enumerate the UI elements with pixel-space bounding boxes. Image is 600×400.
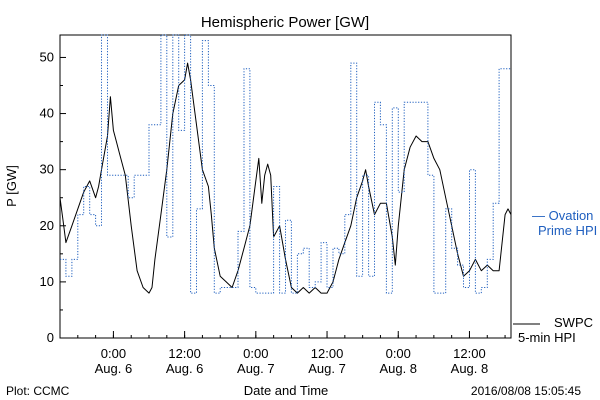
y-tick-label-0: 0 bbox=[47, 330, 54, 345]
y-axis: 0 10 20 30 40 50 bbox=[40, 49, 66, 345]
series-ovation-prime-hpi bbox=[60, 34, 511, 294]
legend-ovation-line2: Prime HPI bbox=[538, 223, 597, 238]
x-tick-date-2: Aug. 7 bbox=[237, 361, 275, 376]
x-tick-time-4: 0:00 bbox=[386, 346, 411, 361]
x-axis-label: Date and Time bbox=[244, 383, 329, 398]
legend-ovation-line1: — Ovation bbox=[532, 208, 593, 223]
x-tick-time-3: 12:00 bbox=[311, 346, 344, 361]
x-tick-time-1: 12:00 bbox=[168, 346, 201, 361]
x-tick-time-2: 0:00 bbox=[243, 346, 268, 361]
x-tick-time-0: 0:00 bbox=[101, 346, 126, 361]
x-tick-date-0: Aug. 6 bbox=[95, 361, 133, 376]
x-tick-time-5: 12:00 bbox=[453, 346, 486, 361]
y-tick-label-3: 30 bbox=[40, 162, 54, 177]
legend-swpc-line2: 5-min HPI bbox=[518, 330, 576, 345]
y-tick-label-4: 40 bbox=[40, 106, 54, 121]
series-layer bbox=[59, 34, 512, 294]
y-tick-label-5: 50 bbox=[40, 49, 54, 64]
plot-frame bbox=[59, 34, 512, 339]
series-swpc-5min-hpi bbox=[59, 62, 512, 294]
x-tick-date-1: Aug. 6 bbox=[166, 361, 204, 376]
legend-swpc-line1: SWPC bbox=[554, 315, 593, 330]
x-tick-date-3: Aug. 7 bbox=[308, 361, 346, 376]
y-tick-label-2: 20 bbox=[40, 218, 54, 233]
x-tick-date-5: Aug. 8 bbox=[451, 361, 489, 376]
footer-right: 2016/08/08 15:05:45 bbox=[471, 384, 581, 398]
y-axis-label: P [GW] bbox=[4, 165, 19, 207]
chart-title: Hemispheric Power [GW] bbox=[201, 14, 369, 31]
y-tick-label-1: 10 bbox=[40, 274, 54, 289]
x-tick-date-4: Aug. 8 bbox=[379, 361, 417, 376]
footer-left: Plot: CCMC bbox=[6, 384, 70, 398]
